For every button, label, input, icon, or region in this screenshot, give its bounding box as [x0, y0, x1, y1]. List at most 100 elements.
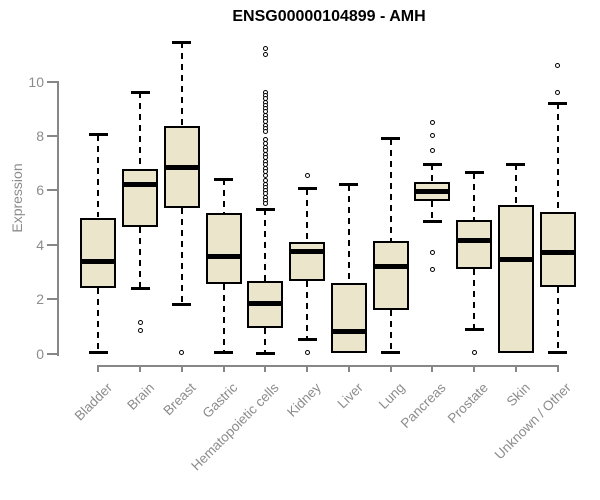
- whisker-lower: [306, 281, 309, 340]
- y-tick: [47, 189, 59, 192]
- whisker-upper: [139, 92, 142, 169]
- whisker-lower: [139, 227, 142, 289]
- x-tick: [431, 366, 434, 372]
- median-line: [456, 238, 493, 244]
- x-category-label: Gastric: [199, 380, 241, 421]
- y-tick: [47, 80, 59, 83]
- whisker-upper: [180, 42, 183, 127]
- whisker-cap-lower: [172, 303, 192, 307]
- box-iqr: [456, 220, 493, 270]
- outlier-point: [179, 349, 185, 355]
- outlier-point: [262, 129, 268, 135]
- median-line: [372, 263, 409, 269]
- whisker-cap-upper: [214, 177, 234, 181]
- chart-title: ENSG00000104899 - AMH: [232, 8, 426, 25]
- y-tick: [47, 243, 59, 246]
- whisker-cap-upper: [381, 137, 401, 141]
- y-tick-label: 4: [36, 236, 44, 253]
- whisker-upper: [97, 134, 100, 218]
- outlier-point: [429, 266, 435, 272]
- x-category-label: Kidney: [283, 380, 324, 420]
- box-iqr: [80, 217, 117, 289]
- whisker-cap-lower: [255, 352, 275, 355]
- box-iqr: [539, 212, 576, 287]
- median-line: [497, 257, 534, 263]
- x-category-label: Prostate: [444, 380, 491, 427]
- whisker-upper: [389, 138, 392, 241]
- x-tick: [306, 366, 309, 372]
- whisker-cap-upper: [422, 162, 442, 166]
- whisker-cap-upper: [339, 183, 359, 187]
- box-iqr: [289, 241, 326, 282]
- whisker-lower: [431, 201, 434, 222]
- outlier-point: [262, 51, 268, 57]
- x-tick: [514, 366, 517, 372]
- whisker-lower: [222, 284, 225, 353]
- x-axis-line: [97, 365, 559, 367]
- y-tick-label: 8: [36, 127, 44, 144]
- x-tick: [473, 366, 476, 372]
- outlier-point: [429, 148, 435, 154]
- whisker-cap-upper: [464, 171, 484, 175]
- whisker-upper: [222, 179, 225, 214]
- whisker-upper: [556, 103, 559, 213]
- whisker-cap-lower: [464, 327, 484, 331]
- x-tick: [222, 366, 225, 372]
- y-tick: [47, 134, 59, 137]
- median-line: [205, 254, 242, 260]
- x-tick: [139, 366, 142, 372]
- median-line: [539, 250, 576, 256]
- x-category-label: Bladder: [71, 380, 115, 424]
- x-category-label: Skin: [503, 380, 533, 410]
- x-tick: [347, 366, 350, 372]
- whisker-cap-lower: [548, 350, 568, 354]
- whisker-upper: [347, 184, 350, 283]
- outlier-point: [471, 349, 477, 355]
- whisker-cap-lower: [88, 350, 108, 354]
- whisker-upper: [473, 172, 476, 221]
- median-line: [122, 182, 159, 188]
- box-iqr: [372, 240, 409, 310]
- y-axis-line: [57, 81, 59, 356]
- x-category-label: Unknown / Other: [491, 380, 575, 463]
- x-tick: [264, 366, 267, 372]
- y-tick-label: 6: [36, 182, 44, 199]
- outlier-point: [262, 46, 268, 52]
- whisker-upper: [264, 209, 267, 282]
- whisker-cap-lower: [422, 220, 442, 224]
- x-tick: [180, 366, 183, 372]
- outlier-point: [429, 250, 435, 256]
- outlier-point: [304, 172, 310, 178]
- whisker-cap-upper: [548, 101, 568, 105]
- y-tick: [47, 352, 59, 355]
- y-tick-label: 0: [36, 345, 44, 362]
- y-tick: [47, 298, 59, 301]
- whisker-cap-lower: [214, 350, 234, 354]
- median-line: [247, 300, 284, 306]
- whisker-cap-lower: [297, 338, 317, 342]
- y-tick-label: 10: [28, 73, 44, 90]
- box-iqr: [205, 213, 242, 285]
- outlier-point: [262, 201, 268, 207]
- outlier-point: [429, 133, 435, 139]
- whisker-lower: [97, 288, 100, 353]
- x-tick: [389, 366, 392, 372]
- whisker-upper: [306, 188, 309, 242]
- whisker-upper: [431, 164, 434, 183]
- outlier-point: [137, 327, 143, 333]
- whisker-cap-upper: [88, 133, 108, 137]
- whisker-lower: [389, 309, 392, 353]
- box-iqr: [330, 282, 367, 354]
- median-line: [414, 189, 451, 195]
- box-iqr: [497, 205, 534, 354]
- outlier-point: [555, 62, 561, 68]
- whisker-cap-upper: [172, 40, 192, 44]
- whisker-upper: [514, 164, 517, 206]
- x-category-label: Liver: [334, 380, 366, 412]
- whisker-cap-upper: [297, 187, 317, 191]
- outlier-point: [262, 172, 268, 178]
- whisker-cap-lower: [381, 350, 401, 354]
- y-tick-label: 2: [36, 291, 44, 308]
- x-category-label: Lung: [375, 380, 408, 412]
